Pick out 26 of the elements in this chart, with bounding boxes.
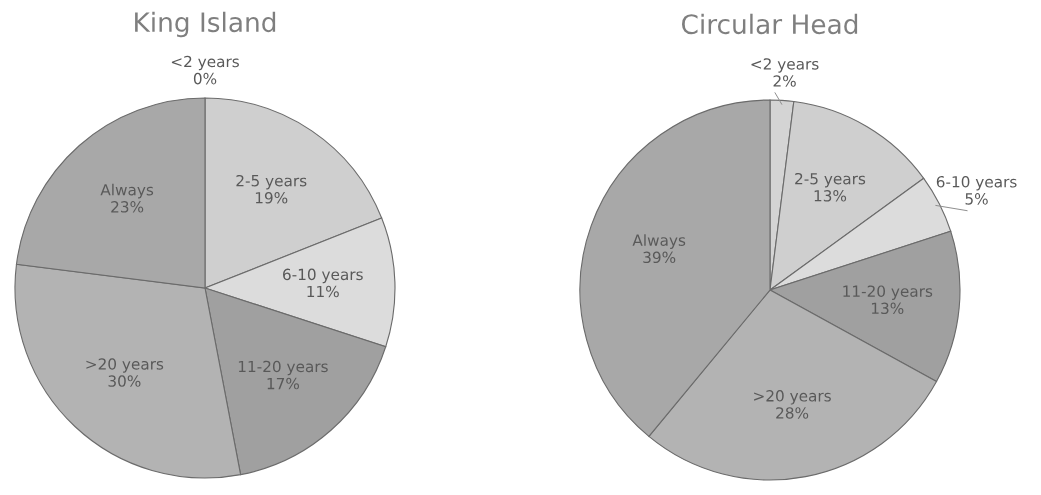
chart-title: King Island	[135, 11, 276, 38]
slice-label: 11-20 years	[238, 360, 328, 376]
data-label: 2%	[773, 75, 796, 87]
slice-label: Always	[632, 234, 686, 249]
slice-label: 2-5 years	[795, 172, 866, 188]
slice-label: 6-10 years	[283, 268, 363, 284]
data-label: 11%	[307, 285, 339, 298]
slice-label: >20 years	[754, 390, 831, 405]
slice-label: Always	[100, 183, 154, 199]
slice-label: >20 years	[86, 358, 164, 373]
data-label: 28%	[776, 407, 809, 419]
data-label: 39%	[643, 251, 676, 264]
slice-label: 11-20 years	[843, 285, 933, 300]
data-label: 13%	[871, 302, 904, 315]
slice-label: <2 years	[751, 58, 819, 73]
category-label: <2 years	[171, 55, 239, 71]
slice-label: 6-10 years	[936, 175, 1017, 191]
data-label: 5%	[965, 193, 988, 205]
text: 0%	[193, 72, 217, 85]
slice-label: 2-5 years	[236, 174, 307, 190]
data-label: 19%	[255, 192, 288, 204]
data-label: 23%	[111, 201, 144, 213]
chart-title: Circular Head	[681, 13, 858, 35]
data-label: 13%	[814, 190, 847, 202]
data-label: 17%	[267, 377, 300, 390]
data-label: 30%	[108, 375, 141, 387]
